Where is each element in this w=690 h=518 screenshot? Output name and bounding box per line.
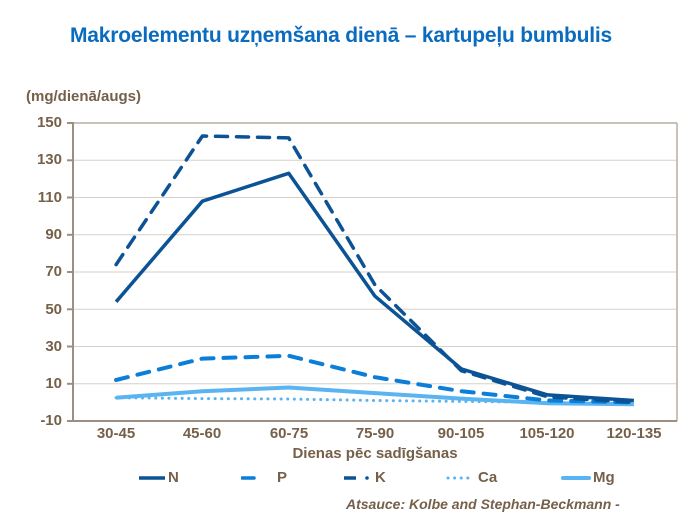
x-tick: 90-105: [437, 425, 485, 442]
x-tick: 120-135: [606, 425, 662, 442]
y-tick: 130: [36, 151, 62, 168]
x-tick: 30-45: [96, 425, 136, 442]
axes: [67, 122, 677, 422]
x-tick: 45-60: [182, 425, 222, 442]
legend-item-k[interactable]: K: [343, 469, 386, 486]
y-tick: 10: [45, 375, 62, 392]
legend-item-n[interactable]: N: [138, 469, 179, 486]
y-tick: 70: [45, 263, 62, 280]
y-tick: -10: [40, 412, 62, 429]
y-tick: 50: [45, 301, 62, 318]
gridlines: [73, 159, 677, 385]
chart-title: Makroelementu uzņemšana dienā – kartupeļ…: [70, 24, 612, 47]
source-note: Atsauce: Kolbe and Stephan-Beckmann -: [346, 496, 620, 512]
y-tick: 30: [45, 338, 62, 355]
legend-item-p[interactable]: P: [241, 469, 287, 486]
legend-label: N: [168, 469, 179, 486]
legend-label: Mg: [593, 469, 615, 486]
legend-label: P: [277, 469, 288, 486]
y-axis-unit: (mg/dienā/augs): [26, 88, 142, 105]
dotted-line-icon: [446, 476, 476, 479]
series-lines: [114, 134, 636, 407]
solid-line-icon: [139, 475, 165, 480]
legend-item-ca[interactable]: Ca: [446, 469, 497, 486]
dashed-line-icon: [241, 475, 256, 480]
series-line-p: [114, 353, 636, 405]
series-line-mg: [115, 385, 634, 407]
legend-item-mg[interactable]: Mg: [561, 469, 615, 486]
y-tick: 150: [36, 114, 62, 131]
series-line-n: [114, 171, 635, 403]
x-tick: 75-90: [355, 425, 395, 442]
solid-line-icon: [561, 475, 591, 480]
series-line-ca: [114, 396, 636, 405]
legend-label: K: [375, 469, 386, 486]
x-axis-label: Dienas pēc sadīgšanas: [292, 445, 458, 462]
y-tick: 110: [37, 189, 62, 206]
dashdot-line-icon: [344, 475, 369, 480]
series-line-k: [114, 134, 636, 405]
x-tick: 105-120: [519, 425, 575, 442]
plot-frame: [73, 122, 678, 421]
legend-label: Ca: [478, 469, 498, 486]
y-tick: 90: [45, 226, 62, 243]
x-tick: 60-75: [269, 425, 309, 442]
